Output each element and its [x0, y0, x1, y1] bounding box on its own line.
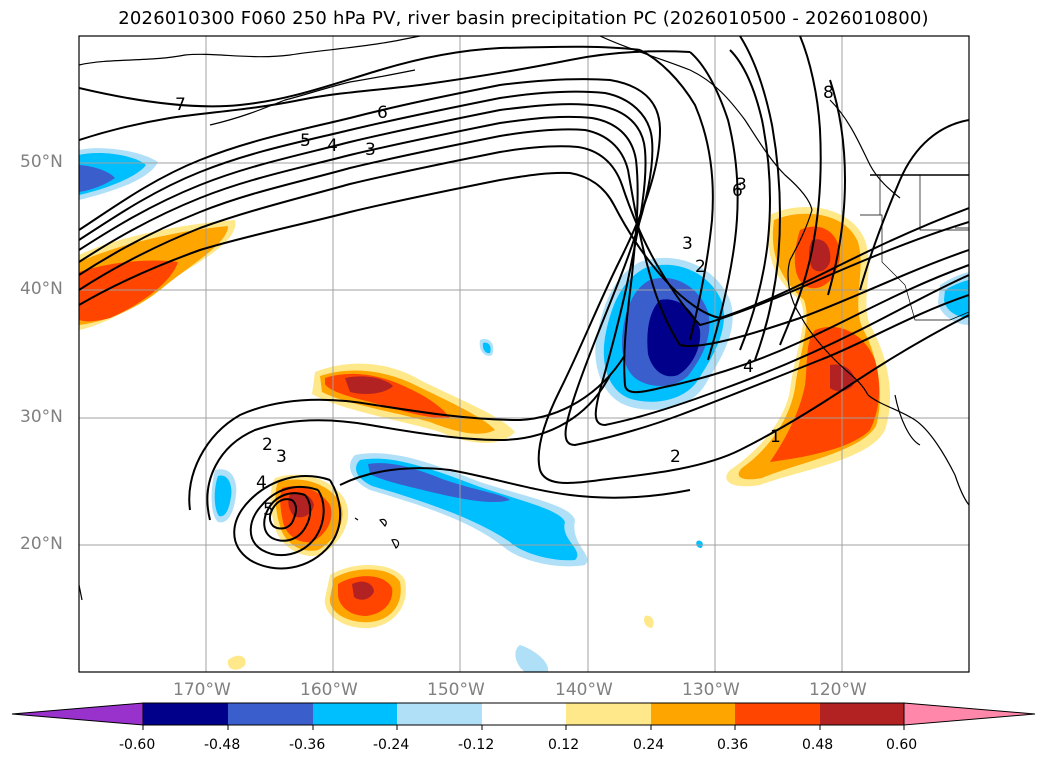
precip-fill-layer	[79, 148, 969, 672]
colorbar-tick-label: -0.24	[373, 737, 410, 753]
pv-label: 3	[682, 234, 693, 254]
pv-label: 5	[300, 131, 311, 151]
lon-label: 160°W	[300, 680, 358, 700]
pv-label: 2	[670, 447, 681, 467]
pv-label: 3	[736, 175, 747, 195]
pv-label: 3	[276, 447, 287, 467]
pv-label: 4	[327, 136, 338, 156]
lat-label: 40°N	[20, 279, 63, 299]
colorbar-tick-label: -0.36	[289, 737, 326, 753]
colorbar-segment	[735, 703, 820, 725]
colorbar-tick-label: 0.36	[717, 737, 749, 753]
pv-label: 5	[263, 500, 274, 520]
pv-label: 1	[770, 427, 781, 447]
pv-label: 6	[377, 103, 388, 123]
graticule	[79, 36, 969, 672]
colorbar-segment	[820, 703, 904, 725]
map-title: 2026010300 F060 250 hPa PV, river basin …	[118, 8, 929, 29]
lon-label: 130°W	[682, 680, 740, 700]
pv-label: 6	[732, 181, 743, 201]
colorbar-segment	[228, 703, 313, 725]
colorbar-tick-label: -0.12	[458, 737, 495, 753]
pv-label: 2	[695, 257, 706, 277]
colorbar-segment	[566, 703, 651, 725]
colorbar-segment	[651, 703, 735, 725]
lat-label: 50°N	[20, 152, 63, 172]
colorbar-segment	[482, 703, 566, 725]
colorbar-extend-left	[11, 702, 144, 726]
colorbar-tick-label: 0.60	[886, 737, 918, 753]
lon-label: 140°W	[555, 680, 613, 700]
pv-contour-labels: 7 6 5 4 3 2 3 4 5 3 2 1 2 3 4 6 8	[175, 83, 834, 520]
colorbar-tick-label: -0.48	[204, 737, 241, 753]
lon-label: 150°W	[427, 680, 485, 700]
pv-contours	[79, 36, 969, 570]
colorbar-segment	[313, 703, 397, 725]
pv-label: 2	[262, 435, 273, 455]
colorbar-segment	[397, 703, 482, 725]
plot-frame	[78, 35, 970, 673]
colorbar-tick-label: 0.24	[633, 737, 665, 753]
colorbar	[11, 702, 1036, 730]
lat-label: 30°N	[20, 407, 63, 427]
lon-label: 120°W	[809, 680, 867, 700]
colorbar-extend-right	[903, 702, 1036, 726]
colorbar-tick-label: 0.48	[802, 737, 834, 753]
colorbar-tick-label: 0.12	[548, 737, 580, 753]
colorbar-tick-label: -0.60	[119, 737, 156, 753]
pv-label: 7	[175, 95, 186, 115]
pv-label: 8	[823, 83, 834, 103]
lat-label: 20°N	[20, 534, 63, 554]
colorbar-segment	[143, 703, 228, 725]
pv-label: 4	[743, 357, 754, 377]
pv-label: 3	[365, 140, 376, 160]
pv-label: 4	[256, 473, 267, 493]
coastlines	[79, 36, 969, 601]
lon-label: 170°W	[173, 680, 231, 700]
